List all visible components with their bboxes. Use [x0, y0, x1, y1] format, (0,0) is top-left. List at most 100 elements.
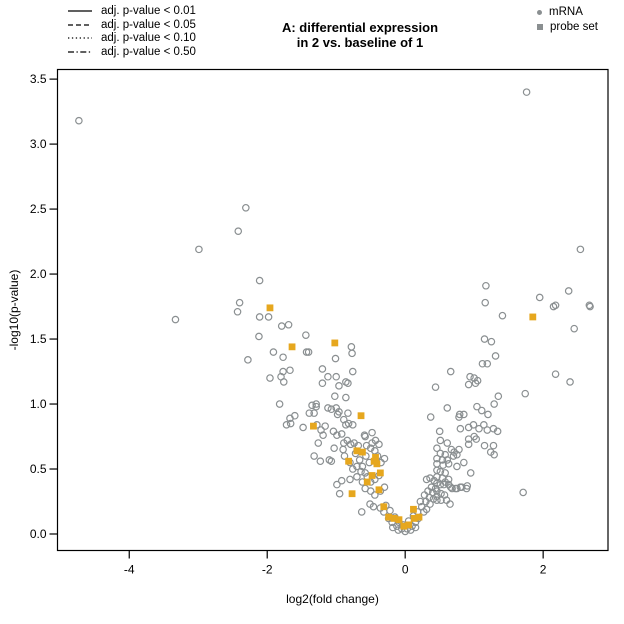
mrna-data-point [551, 370, 560, 378]
probe-set-data-point [266, 304, 274, 312]
mrna-data-point [435, 427, 444, 436]
mrna-data-point [344, 379, 352, 388]
mrna-data-point [478, 359, 487, 368]
mrna-data-point [426, 413, 435, 421]
mrna-data-point [427, 483, 436, 492]
mrna-data-point [386, 506, 394, 515]
mrna-data-point [266, 374, 274, 382]
dashdot-line-icon [68, 51, 92, 53]
probe-set-data-point [363, 478, 371, 486]
probe-set-data-point [400, 522, 408, 530]
mrna-data-point [422, 497, 430, 506]
mrna-data-point [234, 227, 243, 235]
mrna-data-point [466, 372, 474, 381]
mrna-data-point [394, 526, 403, 534]
mrna-data-point [453, 450, 461, 459]
probe-set-data-point [357, 412, 365, 420]
mrna-data-point [304, 348, 313, 356]
mrna-data-point [494, 392, 503, 401]
mrna-data-point [437, 496, 445, 505]
mrna-data-point [321, 422, 329, 430]
mrna-data-point [337, 476, 346, 485]
y-tick-label: 1.0 [30, 397, 47, 411]
mrna-data-point [446, 500, 454, 508]
probe-set-data-point [353, 447, 361, 455]
mrna-data-point [380, 454, 389, 463]
mrna-data-point [339, 445, 347, 454]
mrna-data-point [316, 457, 325, 466]
mrna-data-point [312, 400, 320, 408]
probe-set-data-point [415, 513, 423, 521]
mrna-data-point [344, 419, 353, 428]
mrna-data-point [586, 302, 594, 311]
mrna-data-point [417, 502, 426, 511]
mrna-data-point [522, 88, 531, 96]
mrna-data-point [430, 476, 438, 485]
legend-label: adj. p-value < 0.01 [101, 4, 196, 17]
mrna-data-point [448, 484, 456, 493]
legend-row-p005: adj. p-value < 0.05 [68, 18, 196, 32]
mrna-data-point [302, 348, 311, 356]
y-tick-label: 0.5 [30, 462, 47, 476]
mrna-data-point [284, 320, 293, 329]
probe-set-data-point [410, 505, 417, 513]
mrna-data-point [333, 431, 341, 440]
mrna-data-point [333, 480, 341, 489]
mrna-data-point [347, 343, 356, 351]
mrna-data-point [519, 488, 527, 497]
mrna-data-point [318, 365, 327, 373]
mrna-data-point [358, 462, 367, 471]
probe-set-square-icon [537, 23, 543, 30]
mrna-circle-icon [537, 9, 542, 15]
mrna-data-point [549, 302, 558, 311]
mrna-data-point [286, 419, 295, 428]
y-tick-label: 3.5 [30, 72, 47, 86]
mrna-data-point [564, 287, 573, 295]
y-tick-label: 2.5 [30, 202, 47, 216]
mrna-data-point [366, 487, 375, 495]
mrna-data-point [446, 367, 455, 376]
mrna-data-point [344, 409, 352, 417]
mrna-data-point [484, 410, 492, 419]
mrna-data-point [493, 427, 502, 436]
mrna-data-point [299, 423, 307, 432]
mrna-data-point [277, 322, 286, 330]
legend-label: adj. p-value < 0.50 [101, 45, 196, 58]
probe-set-data-point [380, 503, 388, 511]
mrna-data-point [310, 452, 318, 460]
mrna-data-point [462, 484, 471, 493]
mrna-data-point [433, 454, 441, 463]
mrna-data-point [464, 380, 473, 389]
probe-set-data-point [376, 469, 384, 477]
mrna-data-point [332, 372, 340, 381]
probe-set-data-point [375, 486, 383, 494]
mrna-data-point [375, 440, 383, 449]
mrna-data-point [305, 409, 314, 417]
mrna-data-point [329, 427, 338, 436]
mrna-data-point [576, 245, 585, 254]
mrna-data-point [361, 469, 369, 477]
probe-set-data-point [405, 521, 413, 529]
mrna-data-point [443, 456, 452, 464]
mrna-data-point [350, 439, 358, 447]
probe-set-data-point [385, 513, 393, 521]
mrna-data-point [331, 354, 340, 363]
mrna-data-point [521, 389, 530, 398]
mrna-data-point [75, 116, 83, 125]
probe-set-data-point [348, 490, 356, 498]
chart-title-line1: A: differential expression [281, 20, 439, 35]
mrna-data-point [455, 413, 463, 421]
mrna-data-point [471, 379, 480, 388]
chart-title-line2: in 2 vs. baseline of 1 [296, 35, 424, 50]
x-tick-label: -4 [124, 563, 135, 577]
legend-label: mRNA [549, 6, 583, 19]
mrna-data-point [324, 372, 332, 381]
y-tick-label: 3.0 [30, 137, 47, 151]
mrna-data-point [348, 367, 357, 376]
mrna-data-point [312, 402, 320, 411]
dashed-line-icon [68, 23, 92, 26]
mrna-data-point [487, 337, 496, 346]
mrna-data-point [346, 475, 354, 484]
probe-set-data-point [310, 422, 317, 430]
